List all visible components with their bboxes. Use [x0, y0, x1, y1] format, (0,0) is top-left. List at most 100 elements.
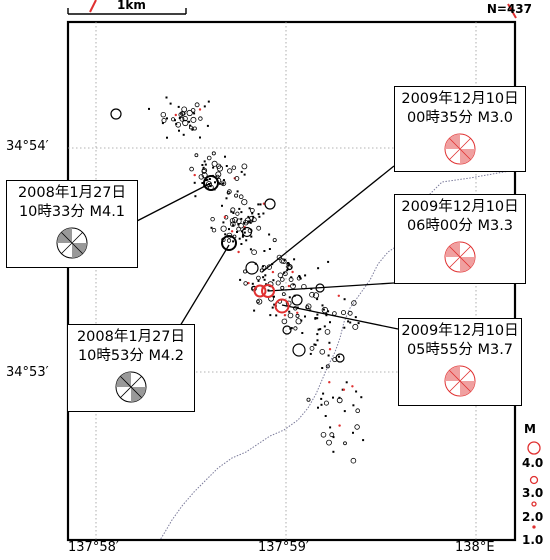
- epicenter-dot: [283, 259, 286, 262]
- epicenter-dot: [214, 181, 216, 184]
- epicenter-dot: [194, 102, 200, 108]
- epicenter-dot: [360, 396, 363, 399]
- epicenter-dot: [174, 113, 177, 117]
- epicenter-dot: [296, 306, 299, 309]
- epicenter-dot: [174, 119, 176, 122]
- epicenter-dot: [249, 248, 252, 251]
- epicenter-dot: [224, 233, 227, 236]
- magnitude-legend: [527, 441, 541, 529]
- scale-bar: [67, 8, 187, 15]
- epicenter-dot: [232, 216, 239, 223]
- epicenter-dot: [249, 221, 252, 224]
- epicenter-dot: [235, 211, 240, 216]
- epicenter-dot: [256, 299, 260, 304]
- epicenter-dot: [193, 173, 196, 177]
- epicenter-dot: [237, 223, 240, 226]
- epicenter-dot: [286, 269, 289, 272]
- epicenter-dot: [332, 396, 334, 399]
- epicenter-dot: [178, 129, 180, 132]
- epicenter-dot: [182, 119, 189, 127]
- epicenter-dot: [234, 176, 240, 181]
- epicenter-dot: [243, 222, 246, 224]
- epicenter-dot: [280, 285, 285, 290]
- epicenter-dot: [332, 450, 335, 453]
- epicenter-dot: [351, 385, 354, 388]
- epicenter-dot: [288, 277, 294, 282]
- epicenter-dot: [291, 270, 294, 274]
- epicenter-dots: [148, 96, 365, 464]
- callout-2008-01-27-1053: 2008年1月27日 10時53分 M4.2: [67, 324, 195, 412]
- epicenter-dot: [239, 278, 242, 281]
- epicenter-dot: [177, 105, 180, 108]
- leader-lines: [136, 165, 399, 330]
- epicenter-dot: [322, 308, 325, 311]
- epicenter-dot: [271, 306, 274, 309]
- epicenter-dot: [277, 272, 284, 278]
- epicenter-dot: [298, 275, 301, 277]
- epicenter-dot: [288, 310, 291, 313]
- epicenter-dot: [243, 219, 249, 226]
- epicenter-dot: [325, 364, 330, 369]
- epicenter-dot: [292, 283, 295, 286]
- epicenter-dot: [322, 392, 325, 395]
- epicenter-dot: [169, 102, 172, 105]
- major-event-circles: [110, 108, 345, 363]
- epicenter-dot: [338, 396, 341, 399]
- epicenter-dot: [316, 333, 319, 336]
- epicenter-dot: [210, 216, 215, 222]
- epicenter-dot: [293, 326, 298, 331]
- epicenter-dot: [240, 170, 243, 173]
- epicenter-dot: [243, 173, 246, 176]
- epicenter-dot: [264, 274, 267, 277]
- epicenter-dot: [221, 204, 223, 207]
- epicenter-dot: [236, 218, 242, 224]
- epicenter-dot: [230, 230, 234, 233]
- epicenter-dot: [273, 303, 276, 306]
- focal-mechanism-icon: [444, 133, 476, 165]
- epicenter-dot: [268, 233, 271, 236]
- focal-mechanism-icon: [444, 241, 476, 273]
- epicenter-dot: [355, 390, 358, 393]
- epicenter-dot: [225, 197, 228, 200]
- epicenter-dot: [182, 115, 188, 122]
- epicenter-dot: [325, 314, 328, 317]
- epicenter-dot: [226, 191, 231, 195]
- epicenter-dot: [354, 424, 360, 430]
- epicenter-dot: [343, 441, 347, 446]
- epicenter-dot: [211, 160, 218, 167]
- epicenter-dot: [320, 431, 327, 438]
- event-circle-2008-1033: [203, 175, 219, 191]
- epicenter-dot: [263, 250, 266, 252]
- epicenter-dot: [342, 388, 346, 391]
- epicenter-dot: [161, 118, 167, 124]
- callout-time-mag: 10時33分 M4.1: [18, 204, 126, 220]
- epicenter-dot: [222, 221, 225, 224]
- epicenter-dot: [324, 329, 331, 335]
- epicenter-dot: [316, 317, 319, 320]
- epicenter-dot: [241, 235, 244, 238]
- epicenter-dot: [250, 235, 253, 238]
- epicenter-dot: [327, 354, 330, 357]
- epicenter-dot: [317, 406, 319, 409]
- epicenter-dot: [251, 220, 254, 223]
- epicenter-dot: [301, 332, 304, 334]
- callout-2009-12-10-0555: 2009年12月10日 05時55分 M3.7: [398, 318, 522, 406]
- epicenter-dot: [248, 220, 251, 223]
- epicenter-dot: [305, 303, 312, 310]
- epicenter-dot: [296, 311, 299, 314]
- epicenter-dot: [309, 345, 315, 351]
- epicenter-dot: [230, 207, 236, 213]
- epicenter-dot: [349, 321, 352, 324]
- epicenter-dot: [230, 221, 236, 227]
- epicenter-dot: [225, 165, 228, 167]
- epicenter-dot: [179, 111, 185, 116]
- epicenter-dot: [216, 165, 223, 172]
- epicenter-dot: [238, 207, 241, 210]
- epicenter-dot: [276, 254, 282, 260]
- epicenter-dot: [352, 431, 354, 434]
- epicenter-dot: [309, 352, 312, 355]
- epicenter-dot: [221, 182, 224, 185]
- epicenter-dot: [287, 312, 294, 319]
- epicenter-dot: [253, 309, 256, 312]
- epicenter-dot: [148, 107, 150, 110]
